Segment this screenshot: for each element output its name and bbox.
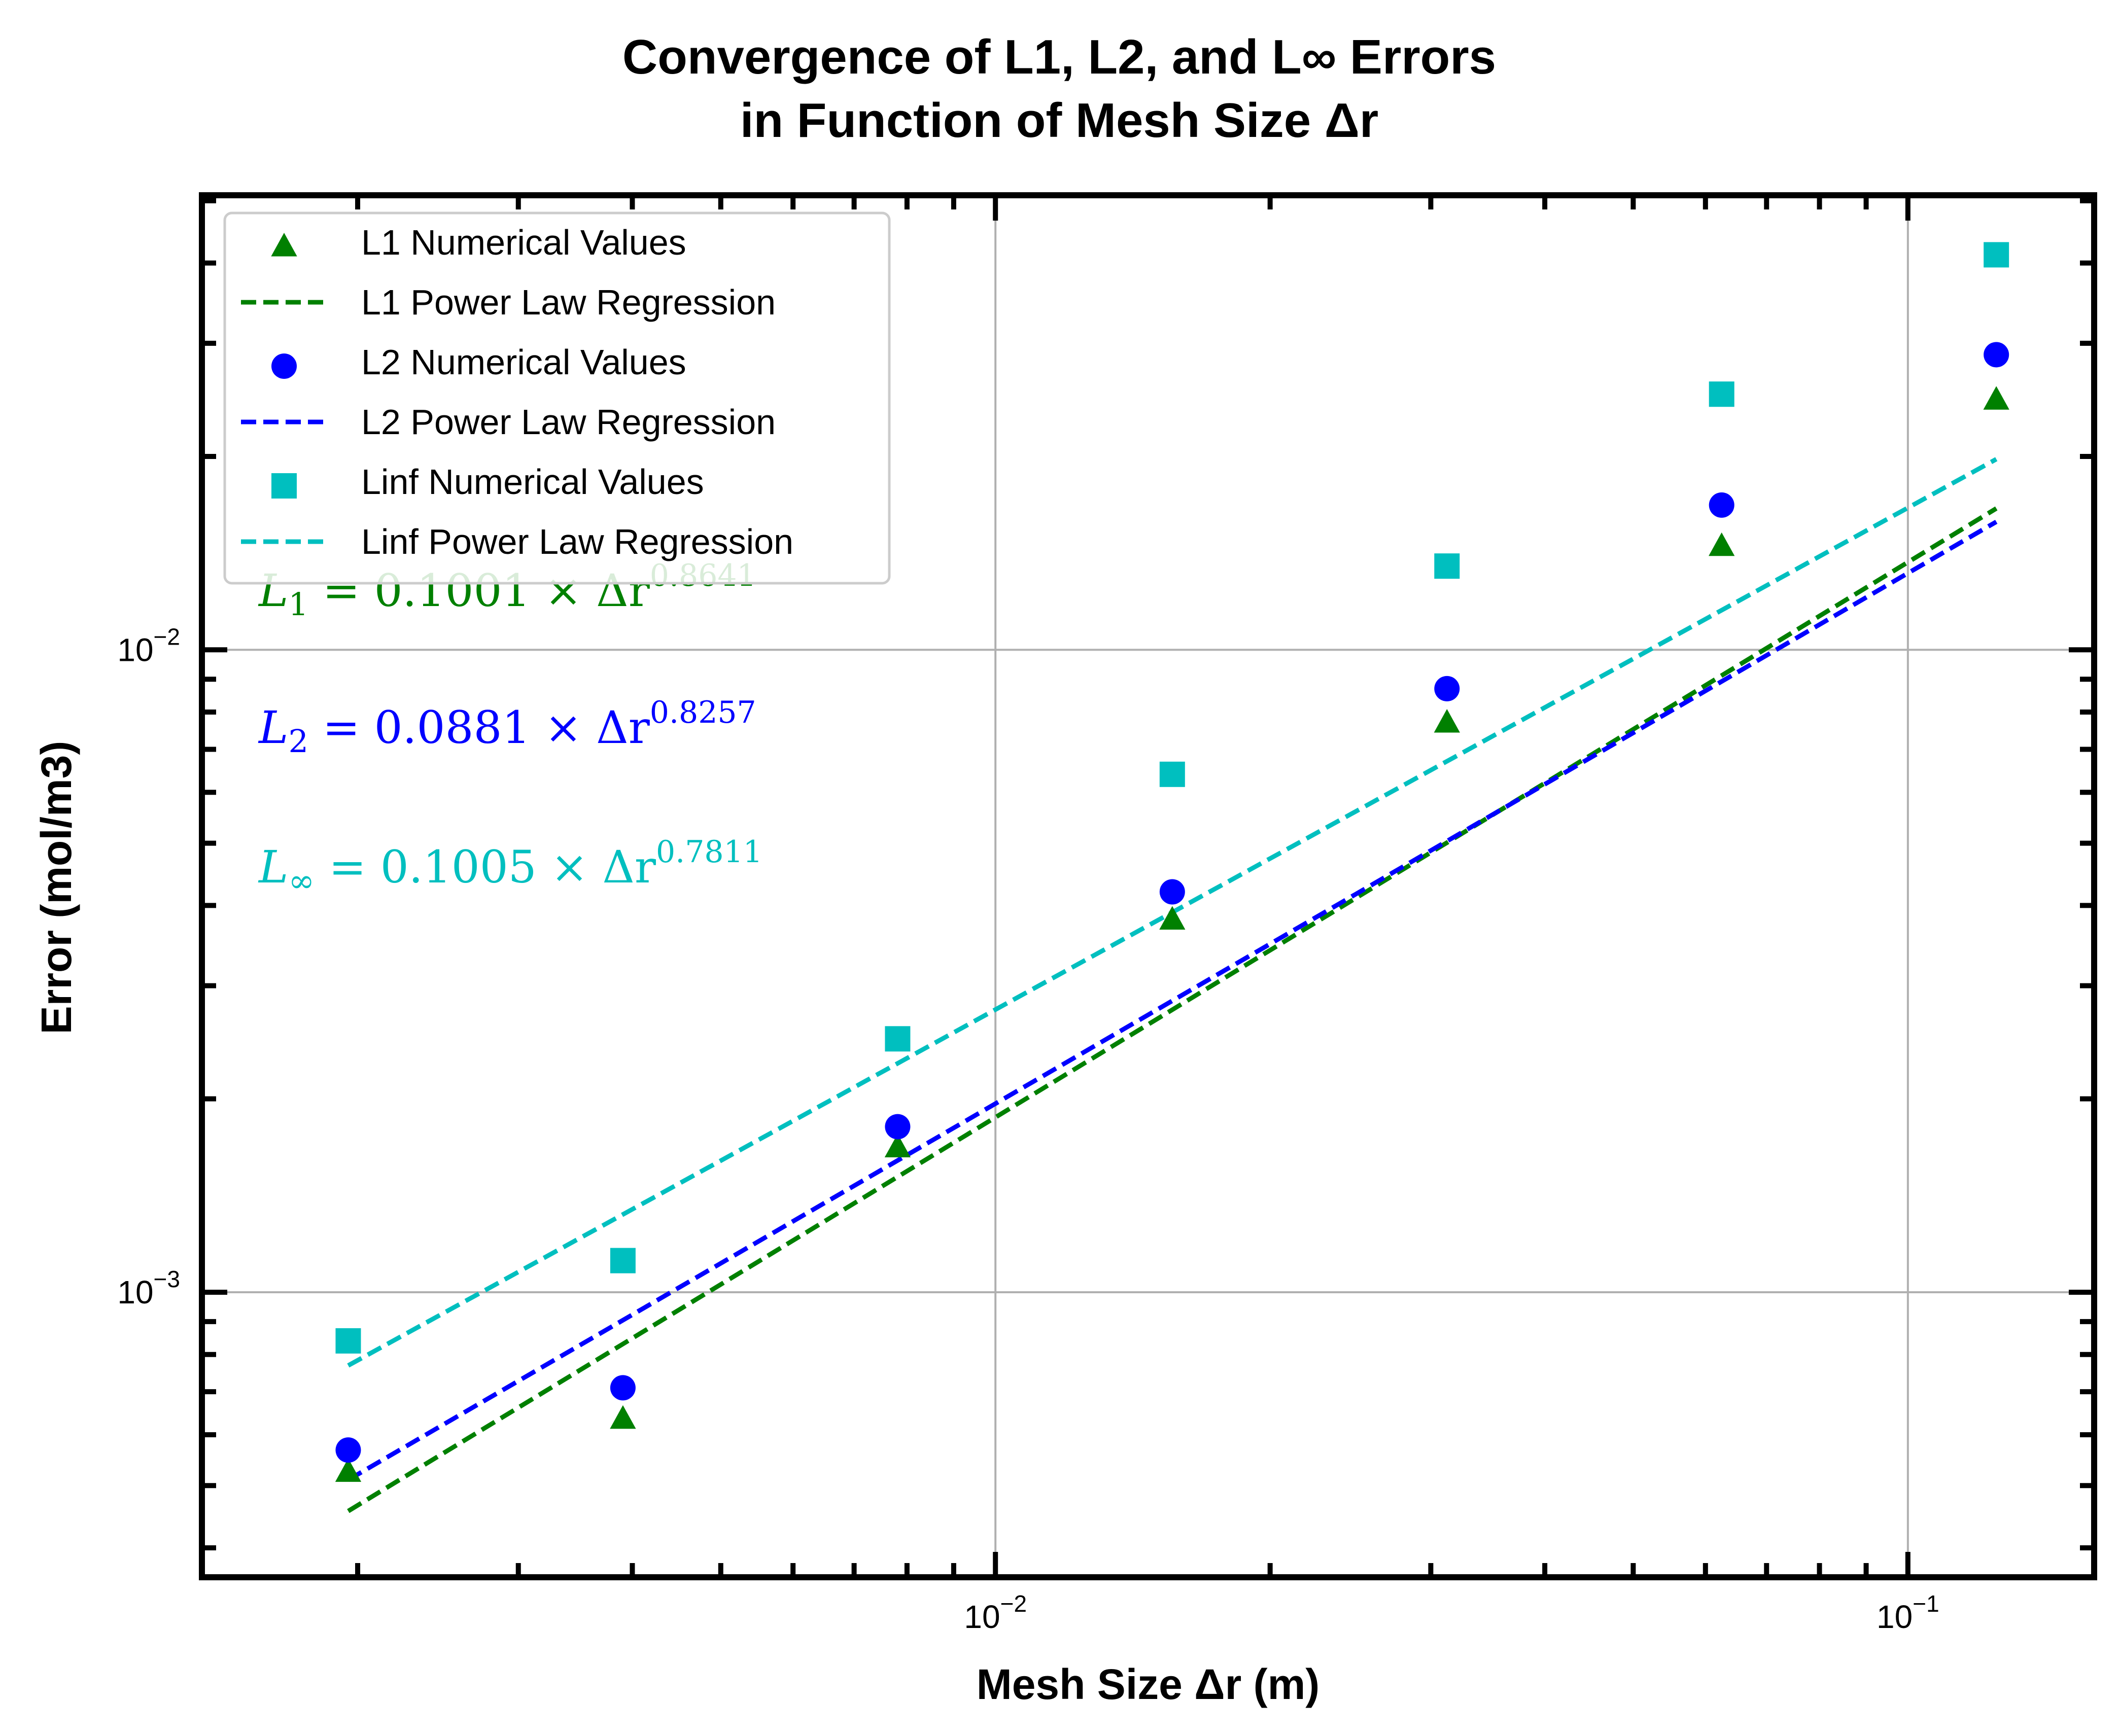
data-point [885,1114,911,1140]
data-point [1709,381,1734,407]
data-point [885,1026,911,1052]
x-tick-label: 10−2 [964,1590,1027,1635]
data-point [1984,342,2009,368]
data-point [1709,492,1734,518]
y-tick-label: 10−2 [117,623,180,668]
data-point [335,1437,361,1463]
regression-line [347,519,1998,1482]
y-axis-label: Error (mol/m3) [32,741,80,1035]
data-point [1434,553,1460,579]
data-point [1159,761,1185,787]
data-point [884,1133,911,1158]
tick-labels: 10−2 10−1 10−3 10−2 [117,623,1939,1635]
plot-frame [199,192,2097,1580]
data-point [610,1375,636,1401]
grid-lines [202,195,2094,1577]
legend-marker [271,473,297,499]
fit-equation: L∞ = 0.1005 × Δr0.7811 [258,834,762,899]
chart-title-line-2: in Function of Mesh Size Δr [740,93,1378,148]
fit-equation: L2 = 0.0881 × Δr0.8257 [258,695,756,760]
data-point [335,1458,362,1482]
data-point [610,1405,636,1429]
legend-marker [271,233,297,257]
legend-label: L1 Numerical Values [361,223,686,262]
regression-line [347,506,1998,1513]
chart-title-line-1: Convergence of L1, L2, and L∞ Errors [622,30,1496,84]
data-point [335,1328,361,1354]
legend-label: L2 Power Law Regression [361,402,776,442]
data-point [1984,242,2009,268]
legend-label: Linf Numerical Values [361,462,704,502]
data-point [1434,676,1460,701]
data-point [610,1248,636,1273]
data-points [335,242,2009,1482]
legend: L1 Numerical Values L1 Power Law Regressi… [223,211,891,585]
legend-label: L2 Numerical Values [361,342,686,382]
fit-equations: L1 = 0.1001 × Δr0.8641L2 = 0.0881 × Δr0.… [258,558,762,899]
legend-box [223,211,891,585]
legend-marker [271,353,297,379]
x-tick-label: 10−1 [1877,1590,1939,1635]
legend-label: Linf Power Law Regression [361,522,793,561]
data-point [1434,709,1460,733]
data-point [1159,906,1186,930]
x-axis-label: Mesh Size Δr (m) [977,1660,1320,1708]
data-point [1983,386,2009,410]
legend-label: L1 Power Law Regression [361,282,776,322]
data-point [1159,879,1185,905]
data-point [1709,532,1735,556]
y-tick-label: 10−3 [117,1266,180,1310]
